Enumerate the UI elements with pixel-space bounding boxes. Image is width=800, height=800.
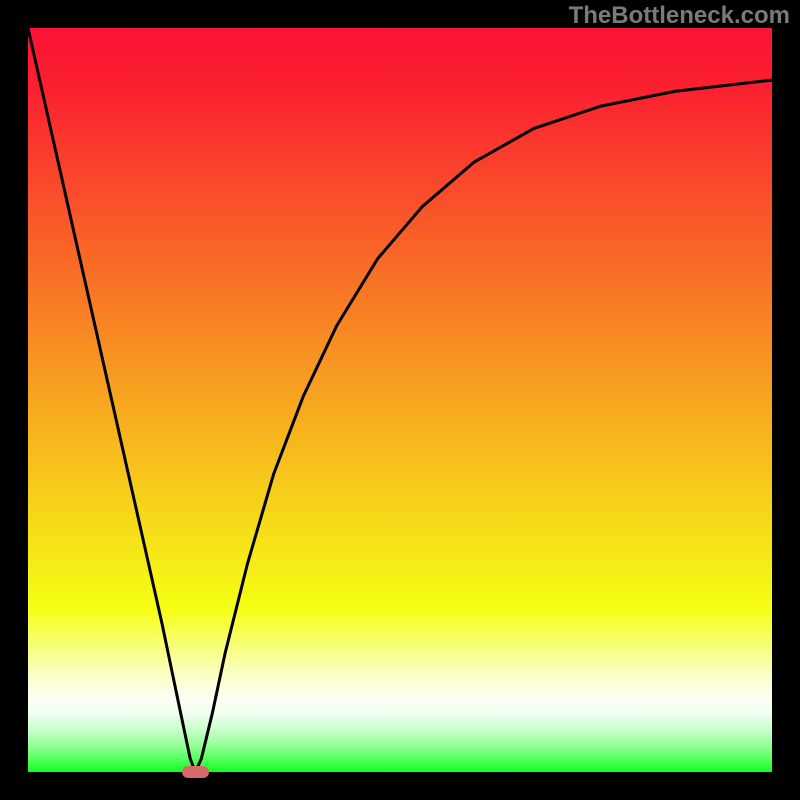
chart-container: TheBottleneck.com — [0, 0, 800, 800]
watermark-text: TheBottleneck.com — [569, 2, 790, 30]
plot-area — [28, 28, 772, 772]
gradient-background — [28, 28, 772, 772]
chart-svg — [28, 28, 772, 772]
optimal-marker — [182, 766, 209, 777]
